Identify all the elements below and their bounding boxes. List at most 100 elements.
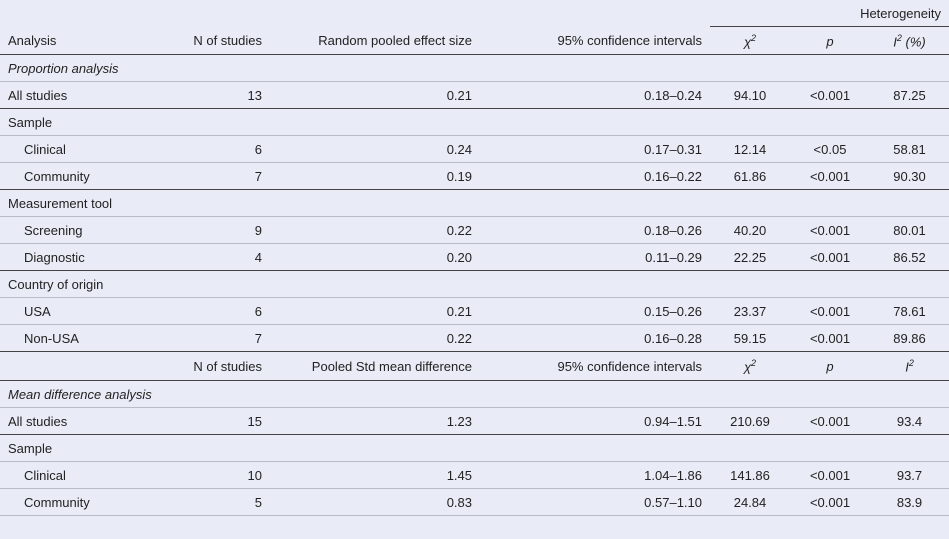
cell-ci: 0.94–1.51: [480, 407, 710, 434]
cell-ci: 0.11–0.29: [480, 244, 710, 271]
table-row: Community70.190.16–0.2261.86<0.00190.30: [0, 163, 949, 190]
cell-n: 13: [160, 82, 270, 109]
cell-n: 9: [160, 217, 270, 244]
cell-chi2: 210.69: [710, 407, 790, 434]
mid-header-cell: N of studies: [160, 352, 270, 380]
cell-chi2: 94.10: [710, 82, 790, 109]
table-row: Diagnostic40.200.11–0.2922.25<0.00186.52: [0, 244, 949, 271]
col-header-i2: I2 (%): [870, 27, 949, 55]
cell-i2: 87.25: [870, 82, 949, 109]
row-label: Community: [0, 488, 160, 515]
cell-n: 5: [160, 488, 270, 515]
col-header-chi2: χ2: [710, 27, 790, 55]
cell-i2: 93.7: [870, 461, 949, 488]
table-row: Sample: [0, 109, 949, 136]
row-label: Clinical: [0, 461, 160, 488]
table-row: Clinical60.240.17–0.3112.14<0.0558.81: [0, 136, 949, 163]
mid-header-cell: p: [790, 352, 870, 380]
table-row: Sample: [0, 434, 949, 461]
table-row: Non-USA70.220.16–0.2859.15<0.00189.86: [0, 325, 949, 352]
table-row: Screening90.220.18–0.2640.20<0.00180.01: [0, 217, 949, 244]
cell-chi2: 24.84: [710, 488, 790, 515]
cell-ci: 0.16–0.28: [480, 325, 710, 352]
cell-p: <0.001: [790, 407, 870, 434]
cell-i2: 78.61: [870, 298, 949, 325]
cell-i2: 90.30: [870, 163, 949, 190]
table-row: Community50.830.57–1.1024.84<0.00183.9: [0, 488, 949, 515]
cell-effect: 1.45: [270, 461, 480, 488]
cell-n: 4: [160, 244, 270, 271]
row-label: All studies: [0, 82, 160, 109]
mid-header-cell: [0, 352, 160, 380]
mid-header-cell: 95% confidence intervals: [480, 352, 710, 380]
table-row: N of studiesPooled Std mean difference95…: [0, 352, 949, 380]
cell-p: <0.05: [790, 136, 870, 163]
cell-chi2: 22.25: [710, 244, 790, 271]
meta-analysis-table: Heterogeneity Analysis N of studies Rand…: [0, 0, 949, 516]
row-label: Non-USA: [0, 325, 160, 352]
table-header: Heterogeneity Analysis N of studies Rand…: [0, 0, 949, 55]
table-row: All studies130.210.18–0.2494.10<0.00187.…: [0, 82, 949, 109]
table-row: Clinical101.451.04–1.86141.86<0.00193.7: [0, 461, 949, 488]
cell-p: <0.001: [790, 461, 870, 488]
table-row: Measurement tool: [0, 190, 949, 217]
subgroup-header: Measurement tool: [0, 190, 949, 217]
section-title: Mean difference analysis: [0, 380, 949, 407]
col-header-analysis: Analysis: [0, 27, 160, 55]
cell-effect: 0.22: [270, 217, 480, 244]
cell-effect: 1.23: [270, 407, 480, 434]
cell-i2: 86.52: [870, 244, 949, 271]
section-title: Proportion analysis: [0, 55, 949, 82]
cell-i2: 89.86: [870, 325, 949, 352]
cell-n: 6: [160, 298, 270, 325]
row-label: USA: [0, 298, 160, 325]
col-header-p: p: [790, 27, 870, 55]
cell-n: 15: [160, 407, 270, 434]
cell-effect: 0.83: [270, 488, 480, 515]
mid-header-cell: χ2: [710, 352, 790, 380]
cell-ci: 0.18–0.24: [480, 82, 710, 109]
cell-p: <0.001: [790, 163, 870, 190]
cell-n: 7: [160, 325, 270, 352]
cell-p: <0.001: [790, 82, 870, 109]
cell-p: <0.001: [790, 244, 870, 271]
cell-n: 7: [160, 163, 270, 190]
table-row: Country of origin: [0, 271, 949, 298]
row-label: All studies: [0, 407, 160, 434]
mid-header-cell: I2: [870, 352, 949, 380]
cell-effect: 0.21: [270, 82, 480, 109]
cell-p: <0.001: [790, 488, 870, 515]
cell-chi2: 59.15: [710, 325, 790, 352]
cell-ci: 0.16–0.22: [480, 163, 710, 190]
cell-chi2: 40.20: [710, 217, 790, 244]
cell-effect: 0.22: [270, 325, 480, 352]
cell-effect: 0.21: [270, 298, 480, 325]
cell-ci: 0.57–1.10: [480, 488, 710, 515]
cell-p: <0.001: [790, 325, 870, 352]
cell-chi2: 12.14: [710, 136, 790, 163]
col-header-n: N of studies: [160, 27, 270, 55]
cell-chi2: 141.86: [710, 461, 790, 488]
mid-header-cell: Pooled Std mean difference: [270, 352, 480, 380]
table-row: Mean difference analysis: [0, 380, 949, 407]
row-label: Screening: [0, 217, 160, 244]
subgroup-header: Sample: [0, 109, 949, 136]
cell-ci: 0.15–0.26: [480, 298, 710, 325]
cell-effect: 0.19: [270, 163, 480, 190]
cell-chi2: 23.37: [710, 298, 790, 325]
col-header-effect: Random pooled effect size: [270, 27, 480, 55]
row-label: Diagnostic: [0, 244, 160, 271]
cell-ci: 1.04–1.86: [480, 461, 710, 488]
table-row: USA60.210.15–0.2623.37<0.00178.61: [0, 298, 949, 325]
subgroup-header: Sample: [0, 434, 949, 461]
table-row: Proportion analysis: [0, 55, 949, 82]
cell-effect: 0.20: [270, 244, 480, 271]
cell-i2: 93.4: [870, 407, 949, 434]
cell-chi2: 61.86: [710, 163, 790, 190]
cell-p: <0.001: [790, 298, 870, 325]
cell-i2: 58.81: [870, 136, 949, 163]
table-row: All studies151.230.94–1.51210.69<0.00193…: [0, 407, 949, 434]
cell-ci: 0.17–0.31: [480, 136, 710, 163]
row-label: Community: [0, 163, 160, 190]
col-header-ci: 95% confidence intervals: [480, 27, 710, 55]
